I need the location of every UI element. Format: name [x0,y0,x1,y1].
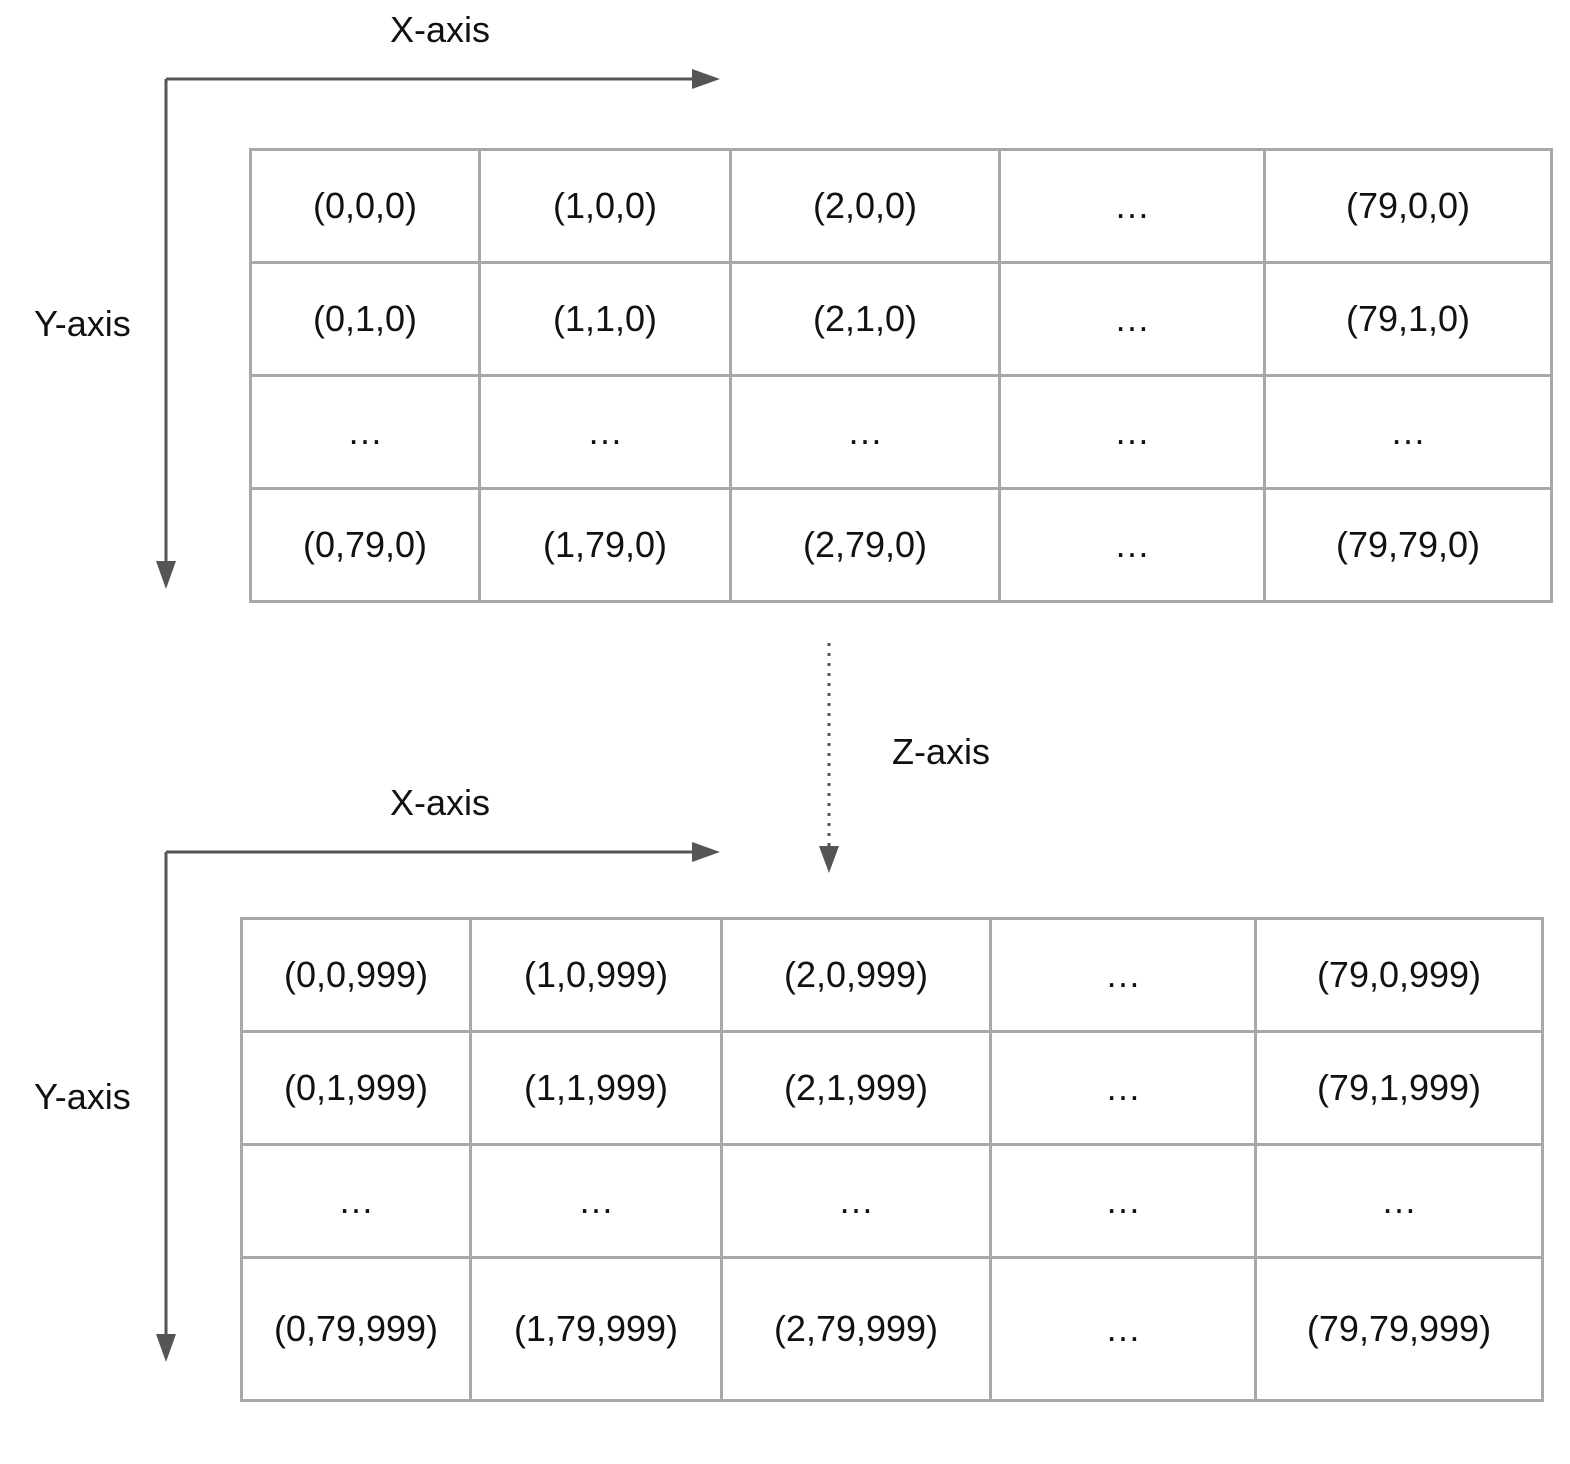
grid-row: (0,79,0) (1,79,0) (2,79,0) … (79,79,0) [249,487,1553,603]
bottom-x-axis-label: X-axis [390,782,491,823]
grid-cell: (2,1,999) [720,1030,992,1146]
grid-cell: … [989,1256,1257,1402]
grid-cell: … [989,1030,1257,1146]
grid-row: (0,0,0) (1,0,0) (2,0,0) … (79,0,0) [249,148,1553,264]
grid-cell: (1,1,0) [478,261,732,377]
grid-cell: … [998,261,1266,377]
grid-cell: (1,0,999) [469,917,723,1033]
grid-cell: (0,79,0) [249,487,481,603]
bottom-plane-grid: (0,0,999) (1,0,999) (2,0,999) … (79,0,99… [240,917,1544,1402]
bottom-y-axis-label: Y-axis [34,1076,131,1117]
grid-row: … … … … … [240,1143,1544,1259]
grid-cell: … [998,487,1266,603]
top-x-axis-arrowhead [692,69,720,89]
grid-cell: (79,79,0) [1263,487,1553,603]
grid-cell: … [469,1143,723,1259]
grid-cell: (1,79,999) [469,1256,723,1402]
grid-cell: … [998,148,1266,264]
grid-cell: (2,0,0) [729,148,1001,264]
top-plane-grid: (0,0,0) (1,0,0) (2,0,0) … (79,0,0) (0,1,… [249,148,1553,603]
grid-cell: … [1263,374,1553,490]
grid-cell: (0,79,999) [240,1256,472,1402]
grid-cell: … [240,1143,472,1259]
grid-cell: … [1254,1143,1544,1259]
grid-row: (0,1,0) (1,1,0) (2,1,0) … (79,1,0) [249,261,1553,377]
grid-cell: (0,0,0) [249,148,481,264]
grid-cell: (0,0,999) [240,917,472,1033]
grid-cell: … [249,374,481,490]
grid-cell: … [478,374,732,490]
grid-cell: (79,0,0) [1263,148,1553,264]
bottom-y-axis-arrowhead [156,1334,176,1362]
top-y-axis-arrowhead [156,561,176,589]
grid-cell: (2,79,999) [720,1256,992,1402]
grid-cell: (1,0,0) [478,148,732,264]
z-axis-arrowhead [819,846,839,873]
grid-cell: (1,1,999) [469,1030,723,1146]
bottom-x-axis-arrowhead [692,842,720,862]
grid-cell: (2,79,0) [729,487,1001,603]
grid-cell: … [989,1143,1257,1259]
grid-cell: (79,1,0) [1263,261,1553,377]
grid-cell: … [989,917,1257,1033]
grid-cell: (2,1,0) [729,261,1001,377]
grid-cell: (1,79,0) [478,487,732,603]
grid-cell: (0,1,0) [249,261,481,377]
grid-row: … … … … … [249,374,1553,490]
grid-cell: (79,0,999) [1254,917,1544,1033]
grid-cell: (79,79,999) [1254,1256,1544,1402]
top-x-axis-label: X-axis [390,9,491,50]
grid-row: (0,1,999) (1,1,999) (2,1,999) … (79,1,99… [240,1030,1544,1146]
grid-cell: … [729,374,1001,490]
grid-cell: … [720,1143,992,1259]
grid-row: (0,79,999) (1,79,999) (2,79,999) … (79,7… [240,1256,1544,1402]
grid-row: (0,0,999) (1,0,999) (2,0,999) … (79,0,99… [240,917,1544,1033]
grid-cell: (79,1,999) [1254,1030,1544,1146]
z-axis-label: Z-axis [892,731,990,772]
top-y-axis-label: Y-axis [34,303,131,344]
grid-cell: … [998,374,1266,490]
grid-cell: (0,1,999) [240,1030,472,1146]
grid-cell: (2,0,999) [720,917,992,1033]
